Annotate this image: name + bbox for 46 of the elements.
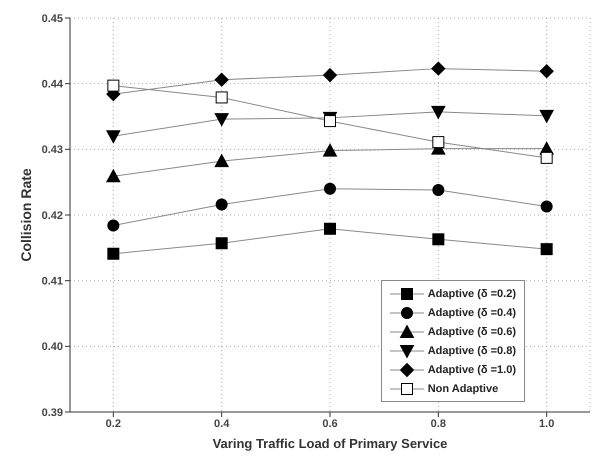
point — [540, 152, 553, 164]
point — [214, 72, 229, 87]
point — [540, 64, 554, 78]
x-tick-label: 1.0 — [539, 418, 554, 430]
point — [540, 110, 554, 123]
point — [214, 154, 229, 168]
point — [324, 222, 336, 235]
legend-label: Adaptive (δ =0.2) — [428, 288, 516, 300]
point — [107, 80, 120, 92]
legend-label: Adaptive (δ =0.8) — [428, 344, 516, 356]
point — [324, 115, 336, 128]
y-axis-title: Collision Rate — [18, 168, 34, 262]
point — [540, 200, 553, 212]
point — [323, 68, 337, 82]
point — [432, 136, 444, 148]
point — [324, 182, 336, 195]
point — [216, 198, 228, 210]
legend-label: Adaptive (δ =0.4) — [428, 306, 516, 318]
y-tick-label: 0.39 — [42, 406, 63, 419]
point — [106, 169, 120, 182]
point — [107, 248, 120, 260]
point — [432, 184, 444, 196]
legend-label: Non Adaptive — [428, 382, 498, 394]
x-tick-label: 0.6 — [322, 418, 338, 430]
y-tick-label: 0.41 — [42, 276, 63, 288]
legend-label: Adaptive (δ =1.0) — [428, 364, 516, 376]
point — [432, 233, 444, 246]
legend-label: Adaptive (δ =0.6) — [428, 326, 516, 338]
point — [214, 113, 229, 126]
point — [540, 243, 553, 256]
point — [431, 62, 446, 76]
y-tick-label: 0.40 — [42, 341, 63, 354]
y-tick-label: 0.45 — [42, 12, 63, 25]
y-tick-label: 0.42 — [42, 210, 63, 222]
point — [323, 144, 337, 157]
x-tick-label: 0.8 — [430, 418, 446, 430]
y-tick-label: 0.43 — [42, 144, 63, 156]
x-tick-label: 0.2 — [106, 418, 121, 430]
point — [431, 106, 446, 119]
point — [106, 130, 120, 144]
x-tick-label: 0.4 — [214, 418, 230, 430]
point — [216, 91, 228, 104]
point — [107, 220, 120, 232]
x-axis-title: Varing Traffic Load of Primary Service — [212, 436, 448, 451]
point — [216, 237, 228, 250]
y-tick-label: 0.44 — [42, 78, 64, 91]
